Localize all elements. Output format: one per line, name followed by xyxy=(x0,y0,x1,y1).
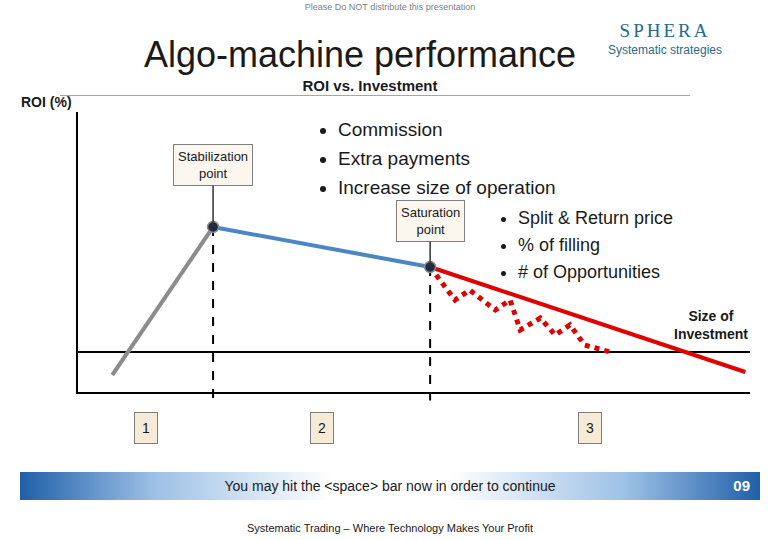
html-text:Extra payments: Extra payments xyxy=(338,148,470,169)
svg-text:2: 2 xyxy=(318,420,326,436)
svg-text:ROI (%): ROI (%) xyxy=(21,94,72,110)
html-text:# of Opportunities: # of Opportunities xyxy=(518,262,661,282)
html-text:ROI vs. Investment: ROI vs. Investment xyxy=(302,77,438,94)
svg-text:1: 1 xyxy=(142,420,150,436)
html-text:Algo-machine performance: Algo-machine performance xyxy=(143,34,577,75)
svg-text:Saturationpoint: Saturationpoint xyxy=(401,205,460,237)
svg-text:Size ofInvestment: Size ofInvestment xyxy=(674,308,748,342)
html-text:Systematic strategies: Systematic strategies xyxy=(608,43,722,57)
html-text:Systematic Trading – Where Tec: Systematic Trading – Where Technology Ma… xyxy=(247,522,533,534)
html-text:You may hit the <space> bar no: You may hit the <space> bar now in order… xyxy=(224,478,556,494)
html-text:SPHERA: SPHERA xyxy=(619,20,711,41)
html-text:Commission: Commission xyxy=(338,119,443,140)
html-text:% of filling: % of filling xyxy=(518,235,600,255)
svg-text:Stabilizationpoint: Stabilizationpoint xyxy=(178,149,248,181)
svg-text:3: 3 xyxy=(586,420,594,436)
html-text:Please Do NOT distribute this: Please Do NOT distribute this presentati… xyxy=(304,2,476,12)
html-text:Split & Return price: Split & Return price xyxy=(518,208,674,228)
html-text:09: 09 xyxy=(733,477,750,494)
html-text:Increase size of operation: Increase size of operation xyxy=(338,177,556,198)
